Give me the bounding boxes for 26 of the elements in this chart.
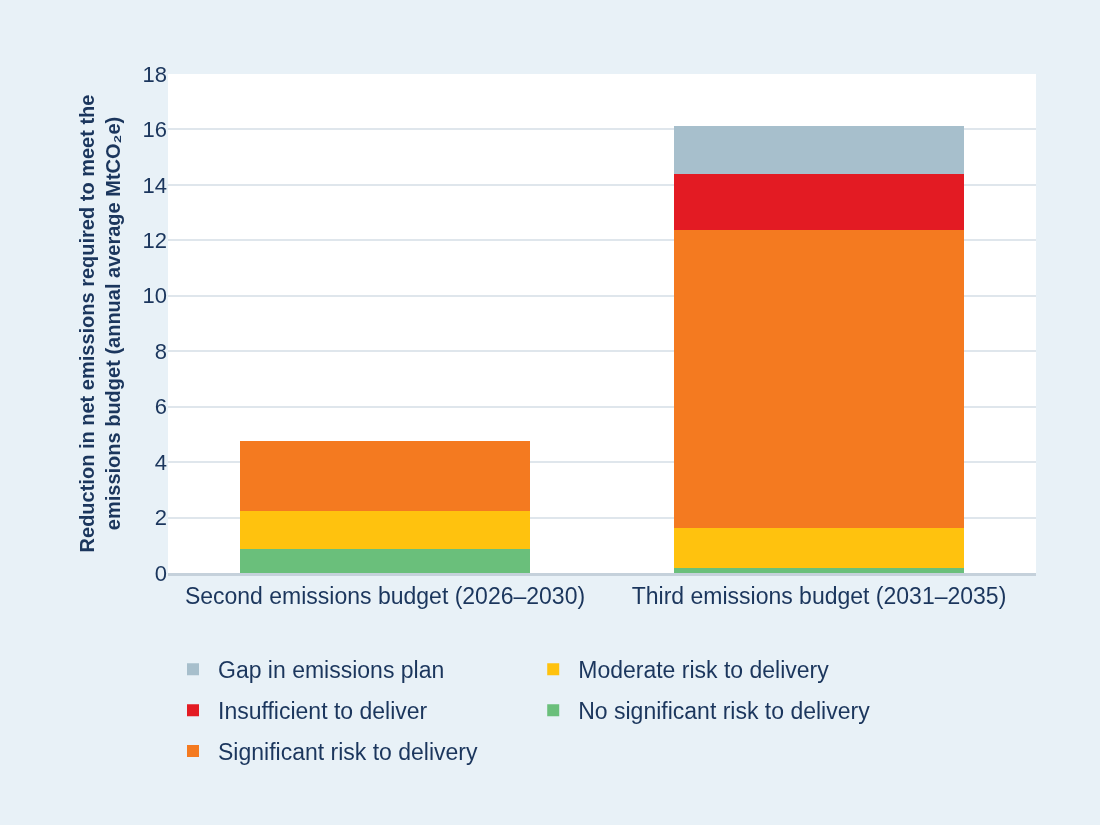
legend-label: Moderate risk to delivery <box>578 657 830 684</box>
legend-label: Gap in emissions plan <box>218 657 445 684</box>
legend-label: Significant risk to delivery <box>218 739 478 766</box>
y-tick-label: 12 <box>142 228 167 254</box>
bar <box>673 230 965 529</box>
x-tick-label: Second emissions budget (2026–2030) <box>184 582 586 609</box>
y-tick-label: 16 <box>142 117 167 143</box>
bar <box>673 568 965 573</box>
y-tick-label: 6 <box>154 394 167 420</box>
y-tick-label: 18 <box>142 61 167 87</box>
bar <box>239 549 531 573</box>
bar <box>673 174 965 231</box>
bar <box>673 528 965 569</box>
bar <box>673 125 965 175</box>
y-tick-label: 8 <box>154 338 167 364</box>
y-tick-label: 10 <box>142 283 167 309</box>
bar <box>239 510 531 550</box>
legend-label: No significant risk to delivery <box>578 698 871 725</box>
y-tick-label: 4 <box>154 449 167 475</box>
y-axis-title: Reduction in net emissions required to meet the emissions budget (annual average MtCO₂e) <box>76 94 125 553</box>
x-tick-label: Third emissions budget (2031–2035) <box>631 582 1007 609</box>
legend-label: Insufficient to deliver <box>218 698 428 725</box>
y-tick-label: 0 <box>154 560 167 586</box>
y-tick-label: 2 <box>154 505 167 531</box>
y-tick-label: 14 <box>142 172 167 198</box>
bar <box>239 441 531 511</box>
